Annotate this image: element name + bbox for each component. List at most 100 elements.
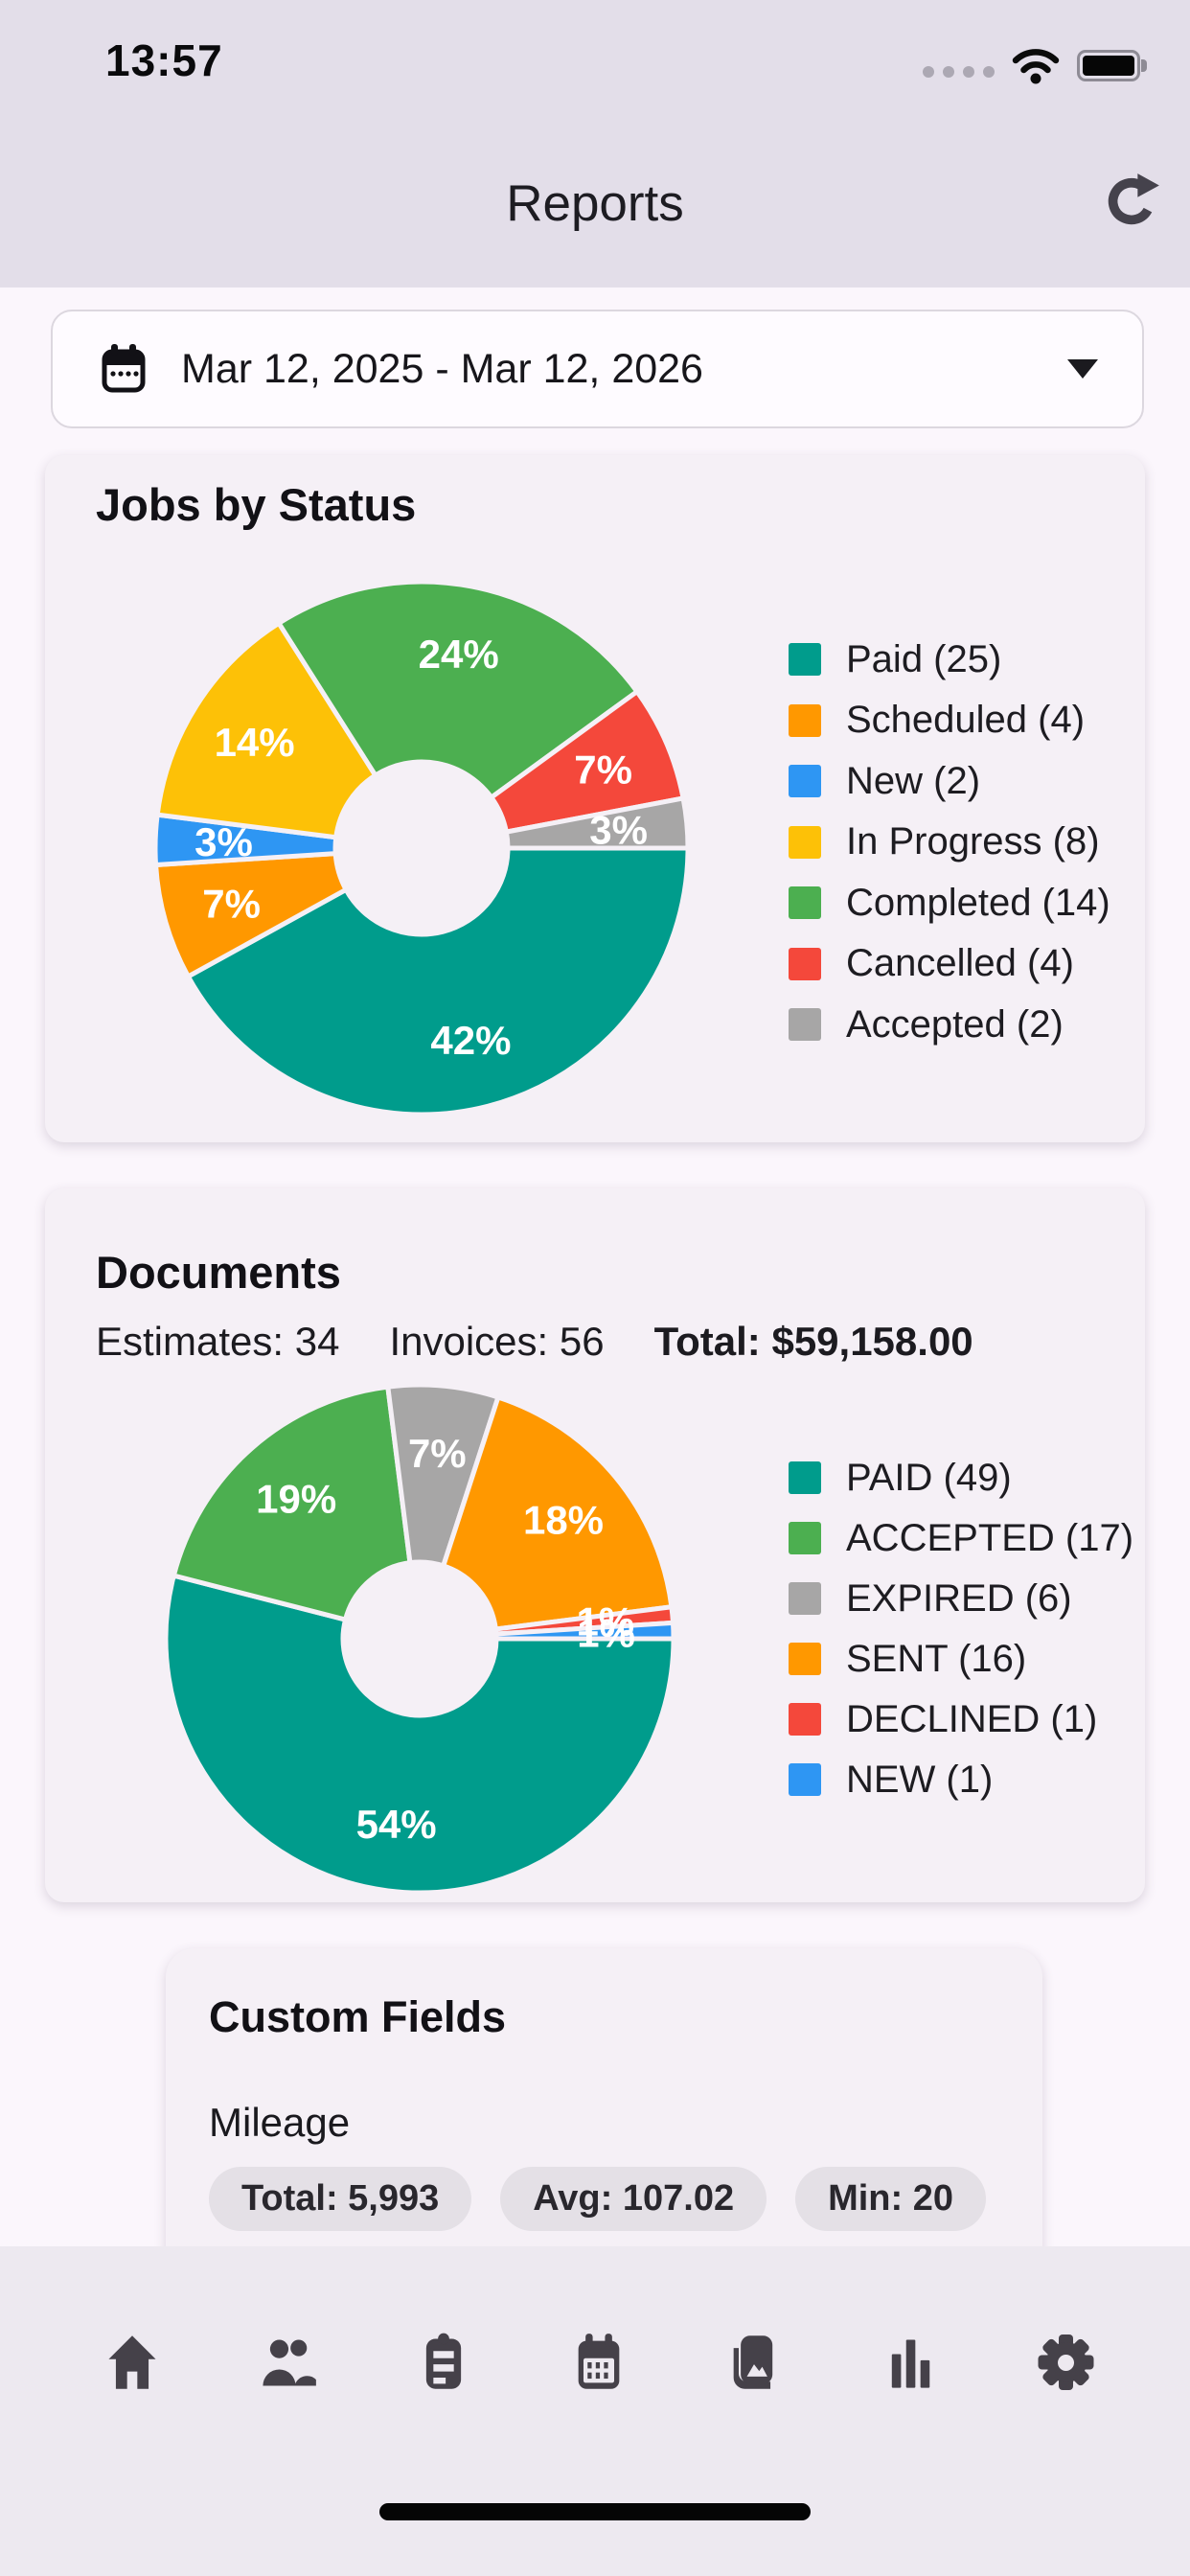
tab-home[interactable] [102,2331,165,2394]
tab-reports[interactable] [880,2331,943,2394]
legend-label: Completed (14) [846,881,1110,924]
gear-icon [1038,2334,1095,2391]
wifi-icon [1012,49,1060,84]
custom-fields-card: Custom Fields Mileage Total: 5,993 Avg: … [166,1948,1042,2274]
legend-label: Cancelled (4) [846,942,1074,984]
pie-slice-in-progress [154,620,378,840]
legend-swatch [789,1582,821,1615]
legend-item-in-progress: In Progress (8) [789,820,1110,863]
legend-label: EXPIRED (6) [846,1576,1072,1620]
legend-swatch [789,886,821,919]
jobs-status-legend: Paid (25) Scheduled (4) New (2) In Progress… [789,638,1110,1046]
mileage-avg-chip: Avg: 107.02 [500,2167,767,2231]
status-icons [923,46,1147,84]
header: 13:57 Reports [0,0,1190,288]
tab-schedule[interactable] [568,2331,631,2394]
documents-legend: PAID (49) ACCEPTED (17) EXPIRED (6) SENT (1… [789,1457,1133,1801]
custom-field-name: Mileage [209,2100,351,2145]
calendar-grid-icon [578,2334,620,2389]
legend-swatch [789,703,821,737]
photos-icon [733,2335,773,2389]
tab-gallery[interactable] [723,2331,787,2394]
refresh-button[interactable] [1102,171,1163,232]
home-icon [108,2335,156,2389]
legend-item-paid: PAID (49) [789,1457,1133,1499]
slice-percent-label-new: 3% [195,819,253,864]
pie-slice-sent [441,1394,675,1632]
pie-slice-paid [163,1573,676,1896]
legend-item-new: NEW (1) [789,1759,1133,1801]
slice-percent-label-paid: 42% [430,1018,511,1063]
tab-clients[interactable] [257,2331,320,2394]
slice-percent-label-new: 1% [577,1611,635,1656]
legend-item-expired: EXPIRED (6) [789,1577,1133,1620]
pie-slice-new [493,1620,676,1642]
legend-item-declined: DECLINED (1) [789,1698,1133,1740]
legend-label: DECLINED (1) [846,1697,1098,1740]
documents-card: Documents Estimates: 34 Invoices: 56 Tot… [45,1188,1145,1902]
slice-percent-label-accepted: 19% [256,1477,336,1522]
mileage-min-chip: Min: 20 [795,2167,986,2231]
home-indicator[interactable] [379,2503,811,2520]
legend-swatch [789,1703,821,1736]
legend-label: New (2) [846,759,981,802]
legend-item-scheduled: Scheduled (4) [789,699,1110,742]
tab-settings[interactable] [1035,2331,1098,2394]
legend-label: In Progress (8) [846,820,1100,862]
date-range-selector[interactable]: Mar 12, 2025 - Mar 12, 2026 [51,310,1144,428]
legend-label: ACCEPTED (17) [846,1516,1134,1559]
slice-percent-label-expired: 7% [408,1431,467,1476]
documents-card-title: Documents [96,1247,341,1298]
legend-item-accepted: ACCEPTED (17) [789,1517,1133,1559]
legend-item-completed: Completed (14) [789,882,1110,924]
mileage-stat-chips: Total: 5,993 Avg: 107.02 Min: 20 [209,2167,986,2231]
slice-percent-label-completed: 24% [419,632,499,677]
legend-item-accepted: Accepted (2) [789,1003,1110,1046]
tab-bar [0,2246,1190,2576]
slice-percent-label-declined: 1% [576,1598,634,1644]
slice-percent-label-accepted: 3% [589,807,648,852]
legend-swatch [789,1008,821,1041]
legend-label: SENT (16) [846,1637,1027,1680]
documents-total: Total: $59,158.00 [653,1319,973,1364]
legend-swatch [789,947,821,980]
people-icon [263,2339,317,2386]
slice-percent-label-scheduled: 7% [202,881,261,926]
pie-slice-completed [276,579,640,800]
chevron-down-icon [1067,359,1098,379]
legend-item-sent: SENT (16) [789,1638,1133,1680]
page-title: Reports [506,175,684,232]
pie-slice-accepted [171,1384,413,1622]
legend-swatch [789,825,821,859]
clipboard-icon [425,2333,461,2389]
slice-percent-label-paid: 54% [356,1802,437,1847]
legend-swatch [789,643,821,676]
cellular-dots-icon [923,66,995,78]
custom-fields-title: Custom Fields [209,1992,507,2041]
jobs-status-donut-chart: 42% 7% 3% 14% 24% 7% 3% [152,579,691,1117]
jobs-card-title: Jobs by Status [96,479,417,530]
refresh-icon [1108,172,1159,224]
tab-jobs[interactable] [413,2331,476,2394]
invoices-count: Invoices: 56 [389,1319,605,1364]
legend-item-paid: Paid (25) [789,638,1110,680]
slice-percent-label-sent: 18% [523,1498,604,1543]
legend-label: Paid (25) [846,637,1002,680]
calendar-icon [102,344,146,393]
bar-chart-icon [891,2339,929,2388]
slice-percent-label-in-progress: 14% [215,720,295,765]
legend-item-cancelled: Cancelled (4) [789,942,1110,985]
legend-label: NEW (1) [846,1758,994,1801]
legend-swatch [789,1461,821,1494]
pie-slice-paid [185,845,691,1117]
jobs-by-status-card: Jobs by Status 42% 7% 3% 14% 24% 7% 3% Paid (2… [45,455,1145,1142]
legend-label: Scheduled (4) [846,699,1086,741]
battery-full-icon [1077,49,1147,81]
mileage-total-chip: Total: 5,993 [209,2167,472,2231]
documents-stats: Estimates: 34 Invoices: 56 Total: $59,15… [96,1319,973,1365]
estimates-count: Estimates: 34 [96,1319,340,1364]
legend-label: Accepted (2) [846,1002,1064,1046]
legend-swatch [789,1643,821,1675]
status-time: 13:57 [105,35,223,85]
